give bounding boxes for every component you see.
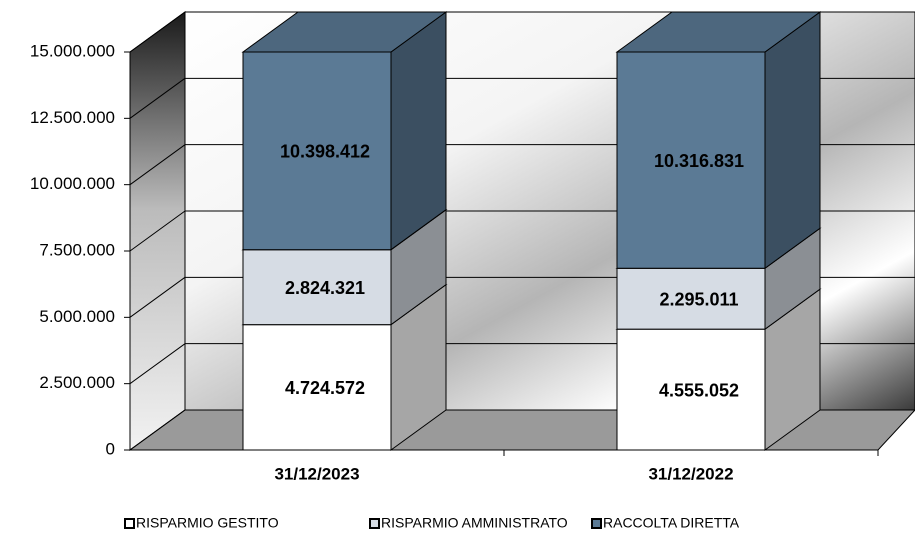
grid-line (129, 276, 186, 318)
bar-side-shade (391, 209, 446, 325)
bar-side-shade (765, 12, 820, 269)
value-label: 10.316.831 (654, 151, 744, 171)
x-tick-label: 31/12/2023 (274, 464, 359, 483)
value-label: 4.724.572 (285, 378, 365, 398)
bar (616, 328, 766, 451)
y-tick-label: 12.500.000 (30, 108, 115, 127)
bar (616, 51, 766, 269)
y-tick-label: 15.000.000 (30, 41, 115, 60)
y-tick-label: 2.500.000 (39, 373, 115, 392)
legend-label: RISPARMIO GESTITO (136, 515, 279, 531)
x-tick-label: 31/12/2022 (648, 464, 733, 483)
grid-line (129, 343, 186, 385)
legend-swatch (591, 518, 602, 529)
bar-side-shade (391, 12, 446, 250)
y-tick-label: 5.000.000 (39, 307, 115, 326)
bar-side-shade (765, 289, 820, 450)
legend-label: RACCOLTA DIRETTA (603, 515, 740, 531)
bar (616, 267, 766, 330)
grid-line (129, 210, 186, 252)
legend-swatch (124, 518, 135, 529)
bar-top (241, 11, 448, 53)
grid-line (129, 144, 186, 186)
grid-line (129, 77, 186, 119)
legend-label: RISPARMIO AMMINISTRATO (381, 515, 568, 531)
y-tick-label: 10.000.000 (30, 174, 115, 193)
value-label: 2.824.321 (285, 278, 365, 298)
bar-top-shade (243, 12, 446, 52)
bar (242, 324, 392, 451)
y-tick-label: 7.500.000 (39, 240, 115, 259)
value-label: 4.555.052 (659, 380, 739, 400)
grid-line (129, 11, 186, 53)
bar-top (615, 11, 822, 53)
grid-line (129, 409, 186, 451)
value-label: 2.295.011 (659, 289, 738, 309)
bar-side-shade (391, 284, 446, 450)
value-label: 10.398.412 (280, 142, 370, 162)
bar (242, 51, 392, 251)
y-tick-label: 0 (106, 439, 115, 458)
bar-side-shade (765, 228, 820, 330)
legend-swatch (369, 518, 380, 529)
bar-top-shade (617, 12, 820, 52)
